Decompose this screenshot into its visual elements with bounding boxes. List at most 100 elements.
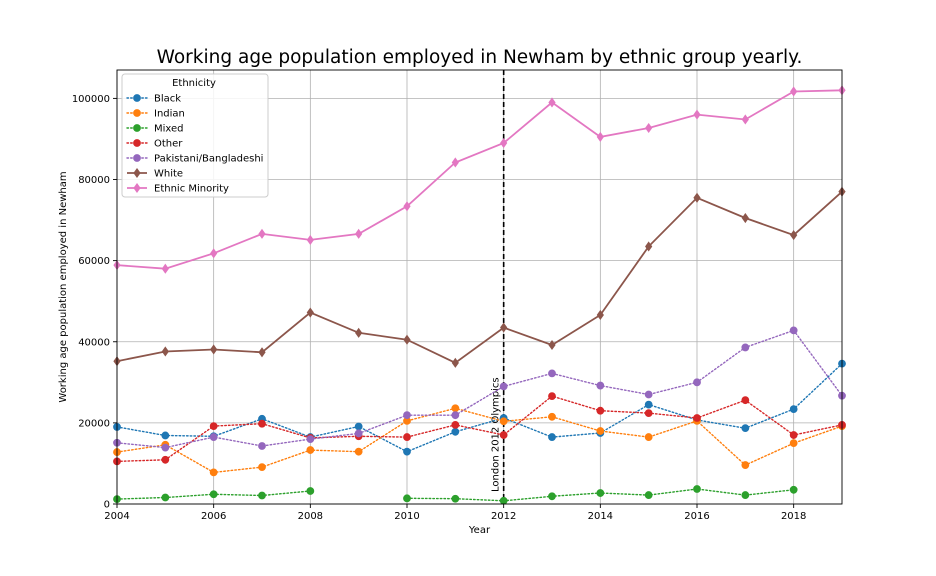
y-tick-label: 0 — [104, 500, 110, 511]
data-point — [789, 431, 798, 439]
data-point — [258, 442, 266, 450]
data-point — [403, 433, 411, 441]
x-tick-label: 2010 — [394, 511, 419, 522]
data-point — [403, 447, 411, 456]
legend-box — [121, 73, 269, 198]
data-point — [451, 411, 460, 420]
x-axis-label: Year — [468, 525, 491, 536]
data-point — [741, 343, 750, 352]
series-line — [116, 89, 843, 270]
data-point — [210, 248, 218, 259]
data-point — [306, 446, 315, 454]
y-tick-label: 80000 — [78, 175, 110, 186]
chart-title: Working age population employed in Newha… — [157, 47, 803, 68]
data-point — [499, 431, 508, 439]
data-point — [741, 491, 750, 499]
series-white — [113, 186, 846, 368]
data-point — [596, 406, 605, 415]
data-point — [209, 422, 218, 431]
series-ethnic-minority — [113, 85, 846, 274]
data-point — [693, 414, 701, 422]
data-point — [789, 326, 798, 335]
data-point — [741, 212, 749, 224]
legend-label: Pakistani/Bangladeshi — [154, 154, 263, 165]
series-line — [116, 407, 843, 474]
x-tick-label: 2014 — [588, 511, 613, 522]
data-point — [258, 228, 266, 239]
data-point — [133, 94, 141, 102]
axes — [116, 69, 843, 505]
data-point — [451, 494, 460, 503]
data-point — [161, 455, 170, 464]
series-line — [116, 191, 843, 364]
data-point — [403, 494, 411, 503]
x-tick-label: 2016 — [684, 511, 709, 522]
data-point — [500, 322, 508, 333]
data-point — [548, 97, 556, 108]
y-tick-label: 60000 — [78, 256, 110, 267]
data-point — [548, 339, 556, 351]
legend-item-ethnic-minority: Ethnic Minority — [127, 182, 229, 195]
x-tick-label: 2006 — [201, 511, 226, 522]
axes-frame — [116, 69, 843, 505]
data-point — [596, 309, 604, 321]
data-point — [133, 124, 141, 132]
data-point — [499, 382, 508, 391]
data-point — [644, 409, 653, 418]
legend-label: Other — [154, 139, 183, 150]
data-point — [306, 234, 314, 246]
data-point — [133, 139, 141, 147]
data-point — [693, 485, 701, 493]
data-point — [258, 491, 266, 500]
series-line — [116, 363, 843, 453]
data-point — [644, 433, 653, 441]
y-tick-label: 40000 — [78, 337, 110, 348]
data-point — [596, 381, 605, 390]
data-point — [161, 443, 170, 452]
series-mixed — [113, 485, 798, 505]
legend: Ethnicity Black Indian Mixed Other Pakistani/… — [121, 73, 269, 198]
data-point — [548, 392, 556, 401]
series-line — [116, 329, 843, 449]
legend-item-other: Other — [126, 139, 183, 150]
data-point — [403, 411, 411, 420]
data-point — [258, 347, 266, 358]
series-black — [113, 359, 846, 456]
data-point — [161, 431, 170, 440]
data-point — [500, 137, 508, 149]
data-point — [644, 491, 653, 499]
data-point — [596, 489, 605, 497]
legend-item-black: Black — [126, 94, 181, 105]
data-point — [741, 114, 749, 125]
data-point — [451, 157, 459, 168]
x-tick-label: 2018 — [781, 511, 806, 522]
data-point — [645, 122, 653, 134]
data-point — [451, 357, 459, 368]
data-point — [693, 192, 701, 203]
data-point — [741, 396, 750, 405]
data-point — [161, 493, 170, 502]
data-point — [451, 421, 460, 429]
data-point — [741, 424, 750, 433]
legend-label: White — [154, 169, 183, 180]
data-point — [133, 154, 141, 162]
data-point — [789, 485, 798, 494]
legend-label: Ethnic Minority — [154, 184, 229, 195]
legend-item-indian: Indian — [126, 109, 185, 120]
data-point — [355, 228, 363, 239]
data-point — [133, 167, 141, 179]
data-point — [258, 463, 266, 471]
legend-label: Mixed — [154, 124, 184, 135]
data-point — [548, 492, 556, 501]
data-point — [258, 419, 266, 428]
legend-item-white: White — [127, 167, 183, 180]
series-layer — [113, 85, 846, 505]
data-point — [499, 496, 508, 505]
data-point — [306, 487, 315, 495]
data-point — [354, 429, 363, 438]
data-point — [161, 346, 169, 357]
data-point — [403, 201, 411, 212]
data-point — [596, 427, 605, 435]
y-axis-label: Working age population employed in Newha… — [58, 171, 69, 402]
